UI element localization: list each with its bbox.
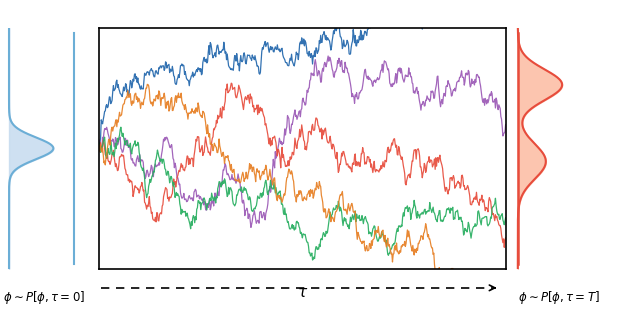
Text: $\phi{\sim}P[\phi,\tau=T]$: $\phi{\sim}P[\phi,\tau=T]$: [518, 289, 600, 306]
Text: $\phi{\sim}P[\phi,\tau=0]$: $\phi{\sim}P[\phi,\tau=0]$: [3, 289, 85, 306]
Text: $\tau$: $\tau$: [297, 286, 308, 300]
